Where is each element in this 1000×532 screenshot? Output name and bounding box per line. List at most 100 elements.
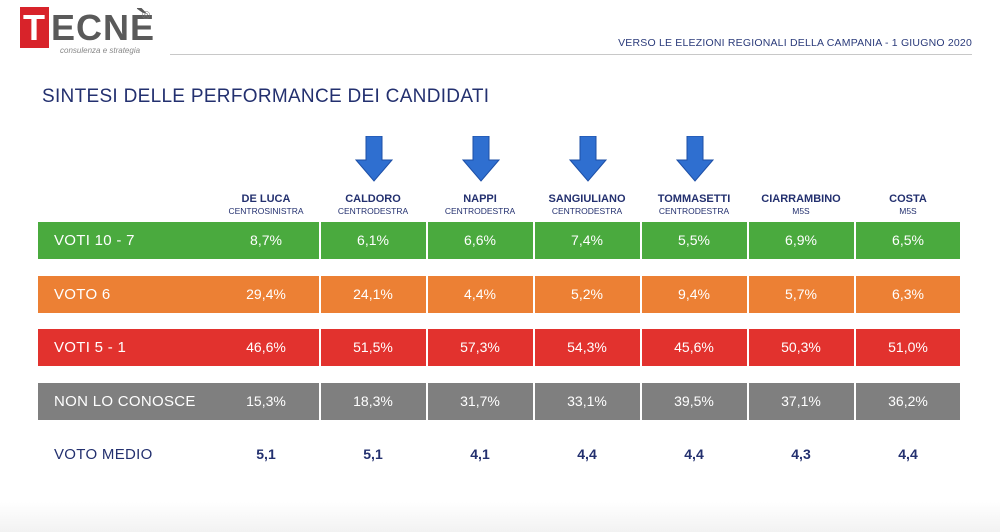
column-separator xyxy=(426,321,428,374)
row-label: VOTO 6 xyxy=(54,286,111,303)
logo-wordmark: T ECNÈ xyxy=(20,7,156,48)
table-cell: 24,1% xyxy=(353,286,393,302)
table-row: VOTI 5 - 1 46,6% 51,5% 57,3% 54,3% 45,6% 50,3%… xyxy=(38,329,960,366)
candidate-header: NAPPI CENTRODESTRA xyxy=(427,193,533,217)
table-cell: 6,1% xyxy=(357,232,389,248)
row-label: VOTO MEDIO xyxy=(54,446,153,463)
column-separator xyxy=(319,375,321,428)
table-cell: 6,6% xyxy=(464,232,496,248)
logo-first-letter: T xyxy=(20,7,49,48)
column-separator xyxy=(426,268,428,321)
candidate-party: M5S xyxy=(899,206,917,216)
candidate-party: CENTRODESTRA xyxy=(658,206,730,216)
table-cell: 4,4 xyxy=(684,446,704,462)
table-cell: 29,4% xyxy=(246,286,286,302)
table-cell: 31,7% xyxy=(460,393,500,409)
table-cell: 57,3% xyxy=(460,339,500,355)
column-separator xyxy=(854,214,856,267)
column-separator xyxy=(640,214,642,267)
candidate-header: CALDORO CENTRODESTRA xyxy=(320,193,426,217)
table-cell: 39,5% xyxy=(674,393,714,409)
table-cell: 6,3% xyxy=(892,286,924,302)
table-cell: 37,1% xyxy=(781,393,821,409)
candidate-name: COSTA xyxy=(889,193,927,205)
arrow-down-icon xyxy=(354,136,393,182)
candidate-header: CIARRAMBINO M5S xyxy=(748,193,854,217)
table-cell: 8,7% xyxy=(250,232,282,248)
column-separator xyxy=(747,214,749,267)
page-title: SINTESI DELLE PERFORMANCE DEI CANDIDATI xyxy=(42,86,490,107)
column-separator xyxy=(319,214,321,267)
logo-tagline: consulenza e strategia xyxy=(60,46,141,55)
table-cell: 5,7% xyxy=(785,286,817,302)
candidate-name: NAPPI xyxy=(463,193,497,205)
row-label: VOTI 10 - 7 xyxy=(54,232,135,249)
table-row: VOTI 10 - 7 8,7% 6,1% 6,6% 7,4% 5,5% 6,9% 6,5% xyxy=(38,222,960,259)
candidate-header: COSTA M5S xyxy=(855,193,961,217)
table-cell: 51,0% xyxy=(888,339,928,355)
candidate-name: TOMMASETTI xyxy=(657,193,731,205)
table-cell: 4,1 xyxy=(470,446,490,462)
table-cell: 45,6% xyxy=(674,339,714,355)
table-cell: 9,4% xyxy=(678,286,710,302)
candidate-header: DE LUCA CENTROSINISTRA xyxy=(213,193,319,217)
column-separator xyxy=(747,268,749,321)
tecne-logo: T ECNÈ ® consulenza e strategia xyxy=(20,7,170,55)
column-separator xyxy=(747,321,749,374)
table-cell: 15,3% xyxy=(246,393,286,409)
candidate-party: CENTROSINISTRA xyxy=(228,206,304,216)
table-row: NON LO CONOSCE 15,3% 18,3% 31,7% 33,1% 39,5% 3… xyxy=(38,383,960,420)
candidate-party: CENTRODESTRA xyxy=(444,206,516,216)
table-cell: 5,1 xyxy=(363,446,383,462)
column-separator xyxy=(854,268,856,321)
arrow-down-icon xyxy=(568,136,607,182)
candidate-party: CENTRODESTRA xyxy=(337,206,409,216)
column-separator xyxy=(747,375,749,428)
candidate-name: DE LUCA xyxy=(241,193,291,205)
column-separator xyxy=(319,268,321,321)
arrow-down-icon xyxy=(461,136,500,182)
table-cell: 51,5% xyxy=(353,339,393,355)
table-cell: 4,4 xyxy=(577,446,597,462)
column-separator xyxy=(533,268,535,321)
table-cell: 6,9% xyxy=(785,232,817,248)
column-separator xyxy=(854,321,856,374)
candidate-name: SANGIULIANO xyxy=(548,193,626,205)
column-separator xyxy=(854,375,856,428)
column-separator xyxy=(640,268,642,321)
table-cell: 6,5% xyxy=(892,232,924,248)
table-cell: 18,3% xyxy=(353,393,393,409)
column-separator xyxy=(533,321,535,374)
candidate-party: CENTRODESTRA xyxy=(551,206,623,216)
table-cell: 7,4% xyxy=(571,232,603,248)
logo-rest: ECNÈ xyxy=(51,7,156,48)
arrow-down-icon xyxy=(675,136,714,182)
table-row: VOTO MEDIO 5,1 5,1 4,1 4,4 4,4 4,3 4,4 xyxy=(38,436,960,473)
table-cell: 50,3% xyxy=(781,339,821,355)
table-cell: 5,5% xyxy=(678,232,710,248)
candidate-party: M5S xyxy=(792,206,810,216)
bottom-shadow xyxy=(0,502,1000,532)
table-cell: 4,4 xyxy=(898,446,918,462)
registered-mark: ® xyxy=(142,10,151,22)
column-separator xyxy=(533,375,535,428)
table-cell: 33,1% xyxy=(567,393,607,409)
table-row: VOTO 6 29,4% 24,1% 4,4% 5,2% 9,4% 5,7% 6,3% xyxy=(38,276,960,313)
header-divider xyxy=(170,54,972,55)
table-cell: 5,2% xyxy=(571,286,603,302)
row-label: VOTI 5 - 1 xyxy=(54,339,127,356)
column-separator xyxy=(426,214,428,267)
table-cell: 54,3% xyxy=(567,339,607,355)
table-cell: 46,6% xyxy=(246,339,286,355)
candidate-header: SANGIULIANO CENTRODESTRA xyxy=(534,193,640,217)
column-separator xyxy=(640,375,642,428)
table-cell: 36,2% xyxy=(888,393,928,409)
table-cell: 4,4% xyxy=(464,286,496,302)
candidate-name: CALDORO xyxy=(345,193,401,205)
header-title: VERSO LE ELEZIONI REGIONALI DELLA CAMPAN… xyxy=(618,37,972,49)
candidate-header: TOMMASETTI CENTRODESTRA xyxy=(641,193,747,217)
candidate-name: CIARRAMBINO xyxy=(761,193,841,205)
row-label: NON LO CONOSCE xyxy=(54,393,196,410)
table-cell: 5,1 xyxy=(256,446,276,462)
column-separator xyxy=(426,375,428,428)
